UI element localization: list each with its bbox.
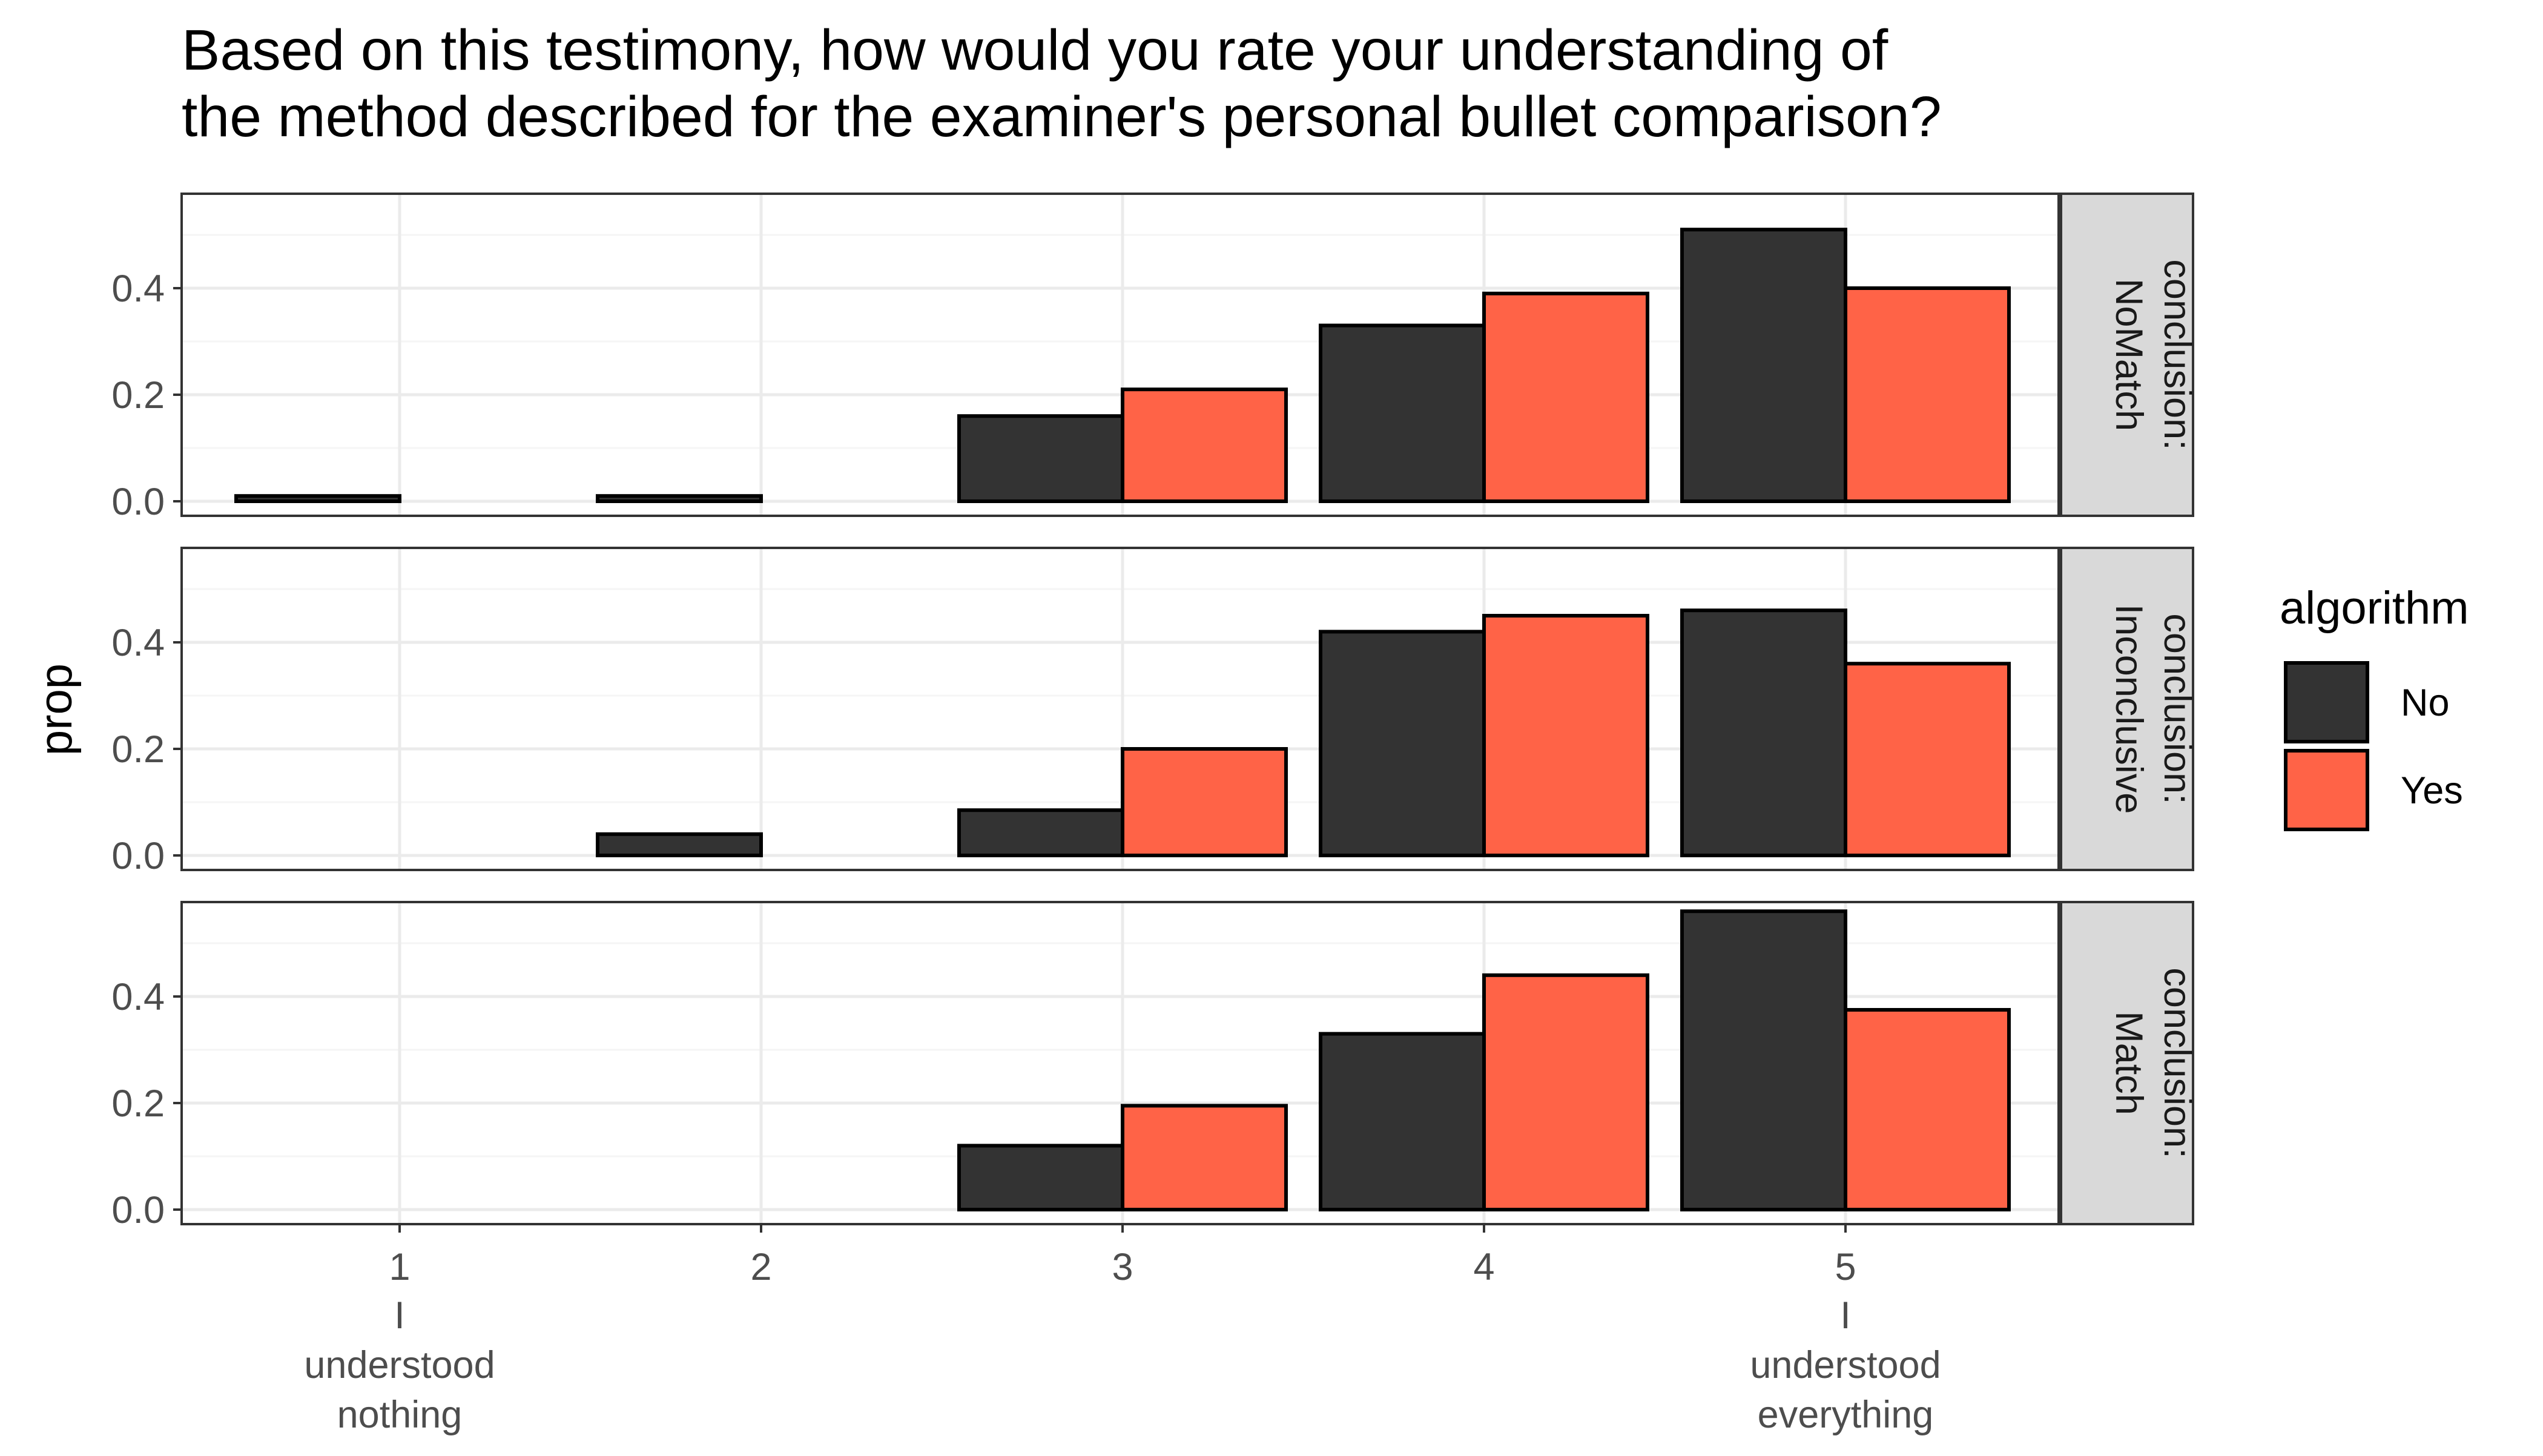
bar-no — [1319, 1032, 1486, 1211]
legend-label-no: No — [2401, 682, 2450, 724]
facet-strip-label: conclusion: — [2156, 259, 2198, 450]
bar-yes — [1844, 1008, 2011, 1211]
bar-no — [1680, 608, 1847, 857]
y-tick-label: 0.0 — [111, 835, 165, 877]
panel-border — [180, 901, 2060, 1225]
x-tick-label: 1 — [389, 1246, 410, 1288]
facet-strip-label: Inconclusive — [2108, 604, 2150, 814]
y-tick-label: 0.2 — [111, 728, 165, 771]
chart-title-line: the method described for the examiner's … — [182, 85, 1942, 149]
x-tick-sublabel: I — [394, 1294, 405, 1337]
x-tick-sublabel: understood — [304, 1344, 495, 1386]
bar-yes — [1482, 291, 1649, 503]
bar-yes — [1844, 662, 2011, 857]
bar-no — [596, 832, 763, 858]
facet-strip-label: conclusion: — [2156, 967, 2198, 1158]
x-tick-label: 4 — [1473, 1246, 1494, 1288]
facet-strip-label: NoMatch — [2108, 278, 2150, 431]
legend-swatch-no — [2284, 661, 2369, 743]
bar-no — [957, 414, 1124, 504]
bar-yes — [1121, 1104, 1288, 1212]
facet-strip-label: conclusion: — [2156, 613, 2198, 804]
bar-no — [1680, 909, 1847, 1211]
bar-yes — [1121, 387, 1288, 504]
y-tick-label: 0.2 — [111, 1082, 165, 1125]
bar-no — [957, 808, 1124, 857]
legend-swatch-yes — [2284, 749, 2369, 831]
panel-border — [180, 547, 2060, 871]
bar-no — [1319, 630, 1486, 858]
bar-no — [1680, 228, 1847, 503]
y-tick-label: 0.4 — [111, 622, 165, 664]
y-tick-label: 0.2 — [111, 374, 165, 417]
x-tick-sublabel: understood — [1750, 1344, 1941, 1386]
facet-strip — [2060, 901, 2194, 1225]
x-tick-label: 3 — [1112, 1246, 1133, 1288]
legend-label-yes: Yes — [2401, 769, 2463, 812]
x-tick-label: 2 — [750, 1246, 771, 1288]
legend-title: algorithm — [2280, 582, 2469, 634]
facet-strip — [2060, 193, 2194, 517]
bar-yes — [1121, 747, 1288, 857]
x-tick-sublabel: I — [1840, 1294, 1851, 1337]
y-tick-label: 0.0 — [111, 481, 165, 523]
bar-no — [1319, 323, 1486, 503]
x-tick-sublabel: everything — [1758, 1394, 1934, 1436]
y-axis-title: prop — [30, 664, 82, 756]
y-tick-label: 0.4 — [111, 268, 165, 310]
x-tick-sublabel: nothing — [337, 1394, 463, 1436]
facet-strip-label: Match — [2108, 1011, 2150, 1115]
bar-yes — [1844, 286, 2011, 503]
panel-border — [180, 193, 2060, 517]
bar-no — [957, 1144, 1124, 1212]
y-tick-label: 0.4 — [111, 976, 165, 1018]
bar-yes — [1482, 614, 1649, 857]
facet-strip — [2060, 547, 2194, 871]
y-tick-label: 0.0 — [111, 1189, 165, 1231]
bar-no — [234, 494, 401, 504]
x-tick-label: 5 — [1835, 1246, 1856, 1288]
chart-title-line: Based on this testimony, how would you r… — [182, 18, 1888, 82]
bar-yes — [1482, 973, 1649, 1212]
bar-no — [596, 494, 763, 504]
